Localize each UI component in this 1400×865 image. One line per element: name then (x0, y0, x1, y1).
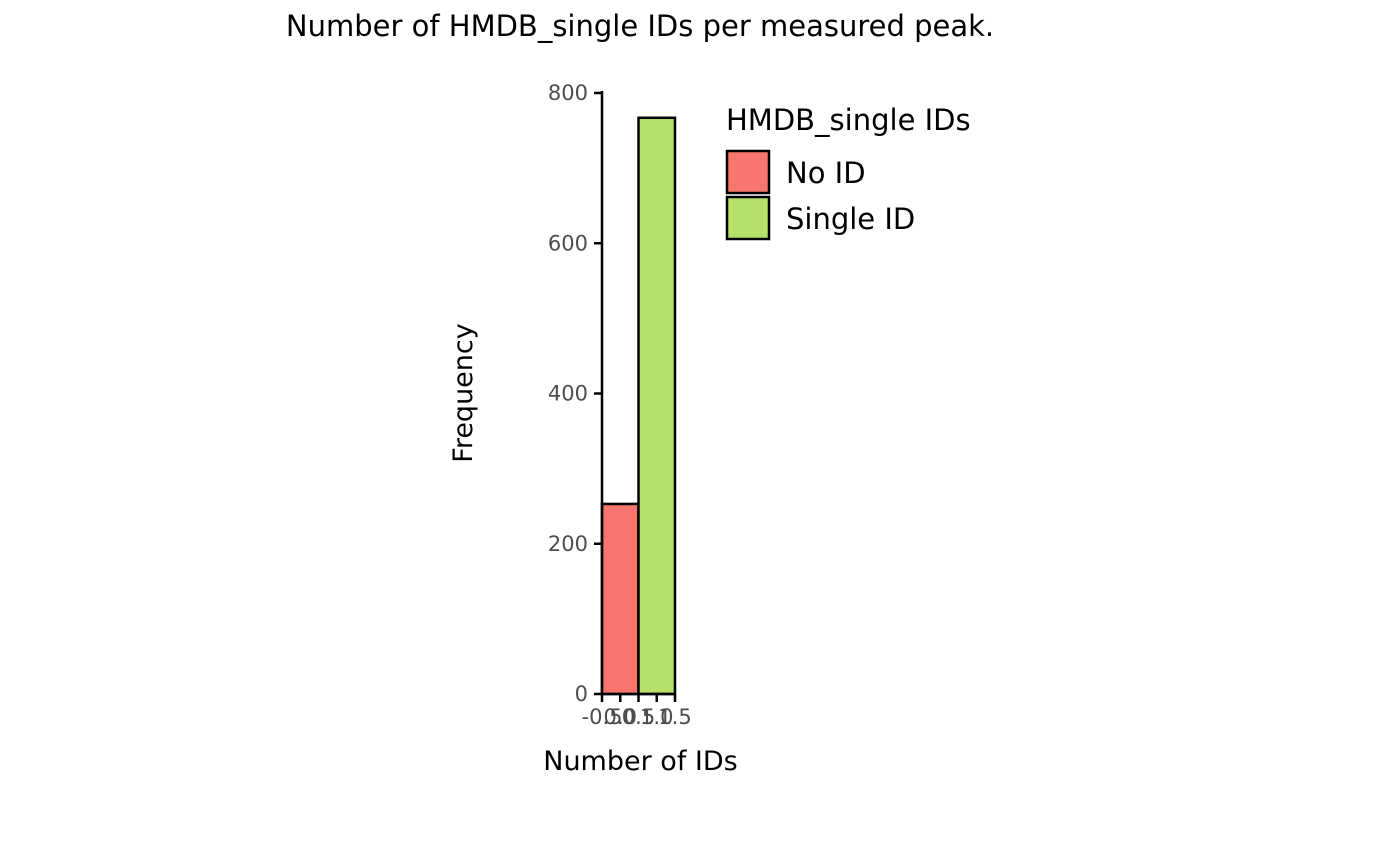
x-tick-label: 0.0 (604, 705, 637, 729)
x-axis-title: Number of IDs (543, 746, 737, 777)
bar-single-id (637, 116, 677, 696)
y-tick-label: 800 (548, 81, 588, 105)
legend-label: No ID (786, 156, 866, 190)
legend-label: Single ID (786, 202, 915, 236)
legend-title: HMDB_single IDs (726, 103, 971, 137)
bar-no-id (600, 502, 640, 696)
y-axis-title: Frequency (448, 323, 479, 463)
y-tick-label: 0 (575, 682, 588, 706)
bars-group (600, 116, 677, 696)
legend-items: No ID Single ID (725, 149, 915, 241)
x-tick-label: 1.0 (640, 705, 673, 729)
x-axis-ticks: -0.50.00.51.01.5 (582, 694, 692, 729)
legend-swatch-no-id (725, 149, 771, 195)
legend: HMDB_single IDs No ID Single ID (725, 103, 971, 241)
chart-title: Number of HMDB_single IDs per measured p… (286, 9, 994, 43)
y-axis-ticks: 0 200 400 600 800 (548, 81, 602, 706)
legend-swatch-single-id (725, 195, 771, 241)
y-tick-label: 200 (548, 532, 588, 556)
y-tick-label: 400 (548, 382, 588, 406)
x-tick-label: 0.5 (622, 705, 655, 729)
y-tick-label: 600 (548, 231, 588, 255)
x-tick-label: 1.5 (658, 705, 691, 729)
x-tick-label: -0.5 (582, 705, 623, 729)
